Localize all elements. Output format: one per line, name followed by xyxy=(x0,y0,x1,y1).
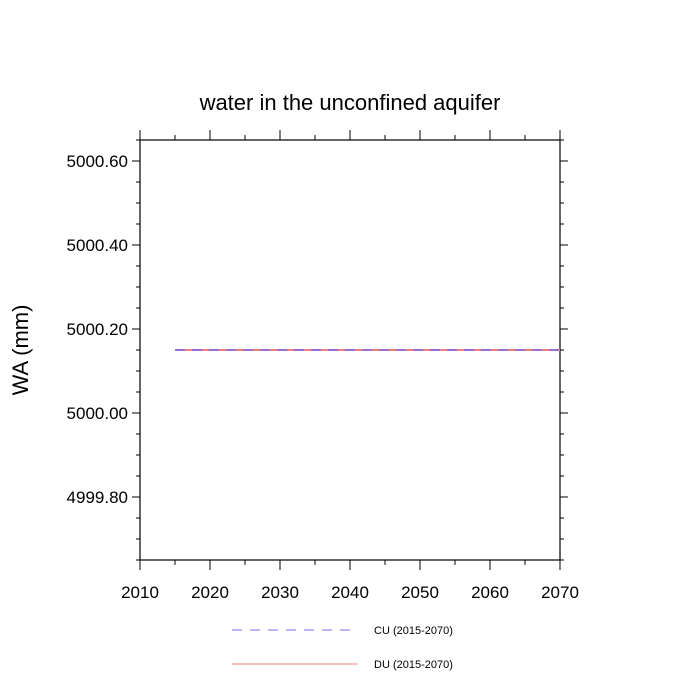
legend: CU (2015-2070) DU (2015-2070) xyxy=(232,625,453,671)
x-tick-label: 2030 xyxy=(261,583,299,602)
x-tick-label: 2020 xyxy=(191,583,229,602)
y-tick-label: 5000.20 xyxy=(67,320,128,339)
x-axis-ticks: 2010 2020 2030 2040 2050 2060 2070 xyxy=(121,130,579,602)
chart-title: water in the unconfined aquifer xyxy=(199,90,501,115)
x-tick-label: 2070 xyxy=(541,583,579,602)
x-tick-label: 2040 xyxy=(331,583,369,602)
y-tick-label: 5000.60 xyxy=(67,152,128,171)
x-tick-label: 2060 xyxy=(471,583,509,602)
x-tick-label: 2050 xyxy=(401,583,439,602)
x-tick-label: 2010 xyxy=(121,583,159,602)
y-axis-label: WA (mm) xyxy=(8,305,33,396)
legend-label: CU (2015-2070) xyxy=(374,625,453,637)
y-axis-ticks: 4999.80 5000.00 5000.20 5000.40 5000.60 xyxy=(67,139,568,561)
y-tick-label: 5000.40 xyxy=(67,236,128,255)
y-tick-label: 5000.00 xyxy=(67,404,128,423)
legend-label: DU (2015-2070) xyxy=(374,659,453,671)
y-tick-label: 4999.80 xyxy=(67,488,128,507)
